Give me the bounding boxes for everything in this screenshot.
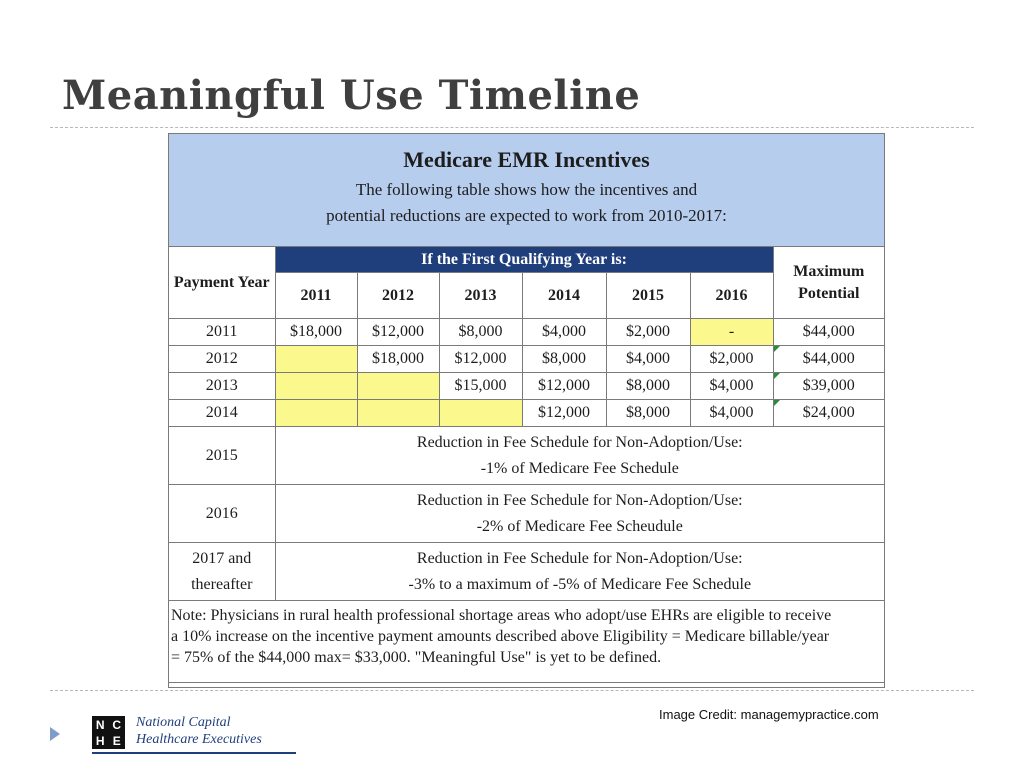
bottom-divider [50,690,974,691]
qualifying-year-header: 2015 [605,272,691,319]
qualifying-year-header: 2013 [438,272,523,319]
table-cell [356,399,440,427]
table-cell: $8,000 [605,399,691,427]
table-subtitle-line2: potential reductions are expected to wor… [326,206,727,225]
table-cell [438,399,523,427]
table-cell: $12,000 [521,399,607,427]
table-row: 2012 $18,000 $12,000 $8,000 $4,000 $2,00… [169,345,885,373]
incentives-table-image: Medicare EMR Incentives The following ta… [168,133,885,688]
reduction-line1: Reduction in Fee Schedule for Non-Adopti… [416,549,743,567]
table-cell: $12,000 [521,372,607,400]
note-row: Note: Physicians in rural health profess… [169,600,885,683]
table-title: Medicare EMR Incentives [403,147,650,172]
row-year: 2015 [169,426,276,485]
logo-line1: National Capital [136,715,231,730]
table-row: 2011 $18,000 $12,000 $8,000 $4,000 $2,00… [169,318,885,346]
reduction-line2: -2% of Medicare Fee Scheudule [476,517,683,535]
qualifying-year-header: 2014 [521,272,607,319]
table-cell: $2,000 [689,345,774,373]
note-line2: a 10% increase on the incentive payment … [171,628,830,645]
table-row: 2014 $12,000 $8,000 $4,000 $24,000 [169,399,885,427]
reduction-text: Reduction in Fee Schedule for Non-Adopti… [274,426,885,485]
table-cell: $4,000 [605,345,691,373]
table-cell: $18,000 [274,318,358,346]
reduction-line1: Reduction in Fee Schedule for Non-Adopti… [416,433,743,451]
slide-title: Meaningful Use Timeline [62,72,641,119]
image-credit: Image Credit: managemypractice.com [659,707,879,722]
payment-year-header: Payment Year [169,246,276,319]
logo-text: National Capital Healthcare Executives [136,714,262,748]
table-cell: $18,000 [356,345,440,373]
table-cell [356,372,440,400]
table-cell: $8,000 [521,345,607,373]
table-row: 2017 and thereafter Reduction in Fee Sch… [169,542,885,601]
row-year: 2013 [169,372,276,400]
table-cell [274,372,358,400]
table-cell: $4,000 [689,399,774,427]
row-year: 2012 [169,345,276,373]
qualifying-year-header: 2011 [275,272,358,319]
row-year-line2: thereafter [191,575,253,593]
reduction-text: Reduction in Fee Schedule for Non-Adopti… [274,542,885,601]
table-cell: $2,000 [605,318,691,346]
row-year: 2017 and thereafter [169,542,276,601]
incentives-table: Payment Year If the First Qualifying Yea… [169,246,885,683]
row-year-line1: 2017 and [192,549,252,567]
table-cell: $12,000 [438,345,523,373]
bullet-arrow-icon [50,727,60,741]
table-cell: $8,000 [438,318,523,346]
logo-letter: C [112,718,122,732]
row-maximum: $39,000 [772,372,885,400]
row-maximum: $44,000 [772,345,885,373]
row-year: 2011 [169,318,276,346]
row-year: 2014 [169,399,276,427]
table-cell: $8,000 [605,372,691,400]
table-cell: $4,000 [689,372,774,400]
table-banner: Medicare EMR Incentives The following ta… [169,134,884,247]
logo-letter: N [95,718,105,732]
top-divider [50,127,974,128]
maximum-potential-header: Maximum Potential [772,246,885,319]
reduction-line2: -3% to a maximum of -5% of Medicare Fee … [408,575,752,593]
logo-letter: E [112,733,121,748]
table-cell [274,399,358,427]
table-cell: $4,000 [521,318,607,346]
nche-logo: N C H E National Capital Healthcare Exec… [92,714,296,754]
note-text: Note: Physicians in rural health profess… [169,600,885,683]
reduction-line2: -1% of Medicare Fee Schedule [480,459,679,477]
row-maximum: $24,000 [772,399,885,427]
table-row: 2016 Reduction in Fee Schedule for Non-A… [169,484,885,543]
table-cell: $15,000 [438,372,523,400]
qualifying-year-header: 2016 [689,272,774,319]
table-cell: $12,000 [356,318,440,346]
table-row: 2013 $15,000 $12,000 $8,000 $4,000 $39,0… [169,372,885,400]
qualifying-year-band: If the First Qualifying Year is: [274,246,774,273]
row-year: 2016 [169,484,276,543]
qualifying-year-header: 2012 [356,272,440,319]
logo-mark: N C H E [92,716,125,749]
table-cell [274,345,358,373]
note-line1: Note: Physicians in rural health profess… [171,607,832,624]
note-line3: = 75% of the $44,000 max= $33,000. "Mean… [171,649,662,666]
table-cell: - [689,318,774,346]
row-maximum: $44,000 [772,318,885,346]
logo-line2: Healthcare Executives [136,732,262,747]
logo-letter: H [95,733,105,748]
reduction-line1: Reduction in Fee Schedule for Non-Adopti… [416,491,743,509]
table-subtitle-line1: The following table shows how the incent… [355,180,698,199]
reduction-text: Reduction in Fee Schedule for Non-Adopti… [274,484,885,543]
table-row: 2015 Reduction in Fee Schedule for Non-A… [169,426,885,485]
